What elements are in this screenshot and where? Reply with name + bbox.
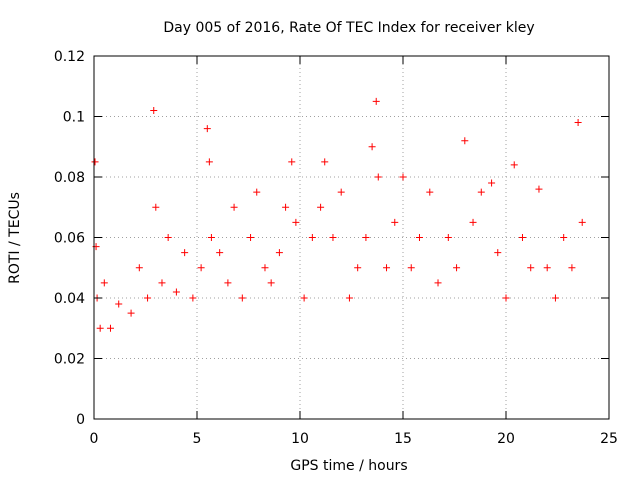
y-tick-label: 0.08 — [54, 170, 85, 186]
data-point — [477, 188, 485, 196]
x-tick-label: 20 — [497, 431, 515, 447]
y-tick-label: 0.06 — [54, 231, 85, 247]
data-point — [164, 234, 172, 241]
data-point — [502, 294, 510, 302]
data-point — [96, 324, 104, 332]
data-point — [488, 179, 496, 187]
data-point — [230, 203, 238, 211]
data-point — [510, 161, 518, 169]
data-point — [494, 249, 502, 257]
x-tick-label: 5 — [193, 431, 202, 447]
data-point — [345, 294, 353, 302]
data-point — [267, 279, 275, 287]
data-point — [461, 137, 469, 145]
x-axis-label: GPS time / hours — [290, 458, 407, 474]
data-point — [329, 234, 337, 241]
data-point — [216, 249, 224, 257]
data-point — [354, 264, 362, 272]
data-point — [288, 158, 296, 166]
data-point — [205, 158, 213, 166]
data-point — [247, 234, 255, 241]
data-point — [308, 234, 316, 241]
data-point — [578, 218, 586, 226]
data-point — [518, 234, 526, 241]
data-points — [91, 97, 586, 332]
data-point — [543, 264, 551, 272]
data-point — [115, 300, 123, 308]
data-point — [150, 106, 158, 114]
data-point — [207, 234, 215, 241]
data-point — [535, 185, 543, 193]
data-point — [372, 97, 380, 105]
data-point — [275, 249, 283, 257]
data-point — [100, 279, 108, 287]
data-point — [300, 294, 308, 302]
data-point — [415, 234, 423, 241]
data-point — [106, 324, 114, 332]
data-point — [321, 158, 329, 166]
data-point — [568, 264, 576, 272]
x-tick-label: 0 — [90, 431, 99, 447]
y-axis-label: ROTI / TECUs — [7, 192, 23, 284]
data-point — [152, 203, 160, 211]
data-point — [444, 234, 452, 241]
data-point — [238, 294, 246, 302]
data-point — [135, 264, 143, 272]
data-point — [127, 309, 135, 317]
y-tick-label: 0.04 — [54, 291, 85, 307]
data-point — [426, 188, 434, 196]
data-point — [527, 264, 535, 272]
data-point — [91, 158, 99, 166]
y-tick-label: 0.12 — [54, 49, 85, 65]
data-point — [282, 203, 290, 211]
data-point — [407, 264, 415, 272]
data-point — [172, 288, 180, 296]
data-point — [203, 125, 211, 133]
data-point — [292, 218, 300, 226]
data-point — [399, 173, 407, 181]
x-tick-label: 10 — [291, 431, 309, 447]
data-point — [560, 234, 568, 241]
grid — [94, 56, 609, 419]
data-point — [469, 218, 477, 226]
data-point — [337, 188, 345, 196]
data-point — [189, 294, 197, 302]
data-point — [434, 279, 442, 287]
data-point — [253, 188, 261, 196]
data-point — [453, 264, 461, 272]
y-tick-label: 0.02 — [54, 352, 85, 368]
data-point — [383, 264, 391, 272]
data-point — [144, 294, 152, 302]
data-point — [574, 119, 582, 127]
data-point — [224, 279, 232, 287]
data-point — [362, 234, 370, 241]
data-point — [391, 218, 399, 226]
data-point — [197, 264, 205, 272]
y-tick-label: 0.1 — [63, 110, 85, 126]
data-point — [368, 143, 376, 151]
data-point — [317, 203, 325, 211]
x-tick-label: 15 — [394, 431, 412, 447]
data-point — [261, 264, 269, 272]
data-point — [158, 279, 166, 287]
y-tick-label: 0 — [76, 412, 85, 428]
data-point — [374, 173, 382, 181]
data-point — [551, 294, 559, 302]
axis-ticks: 0 0.02 0.04 0.06 0.08 0.1 0.12 0 5 10 15 20 25 — [54, 49, 618, 447]
data-point — [181, 249, 189, 257]
chart-title: Day 005 of 2016, Rate Of TEC Index for r… — [163, 20, 534, 36]
x-tick-label: 25 — [600, 431, 618, 447]
